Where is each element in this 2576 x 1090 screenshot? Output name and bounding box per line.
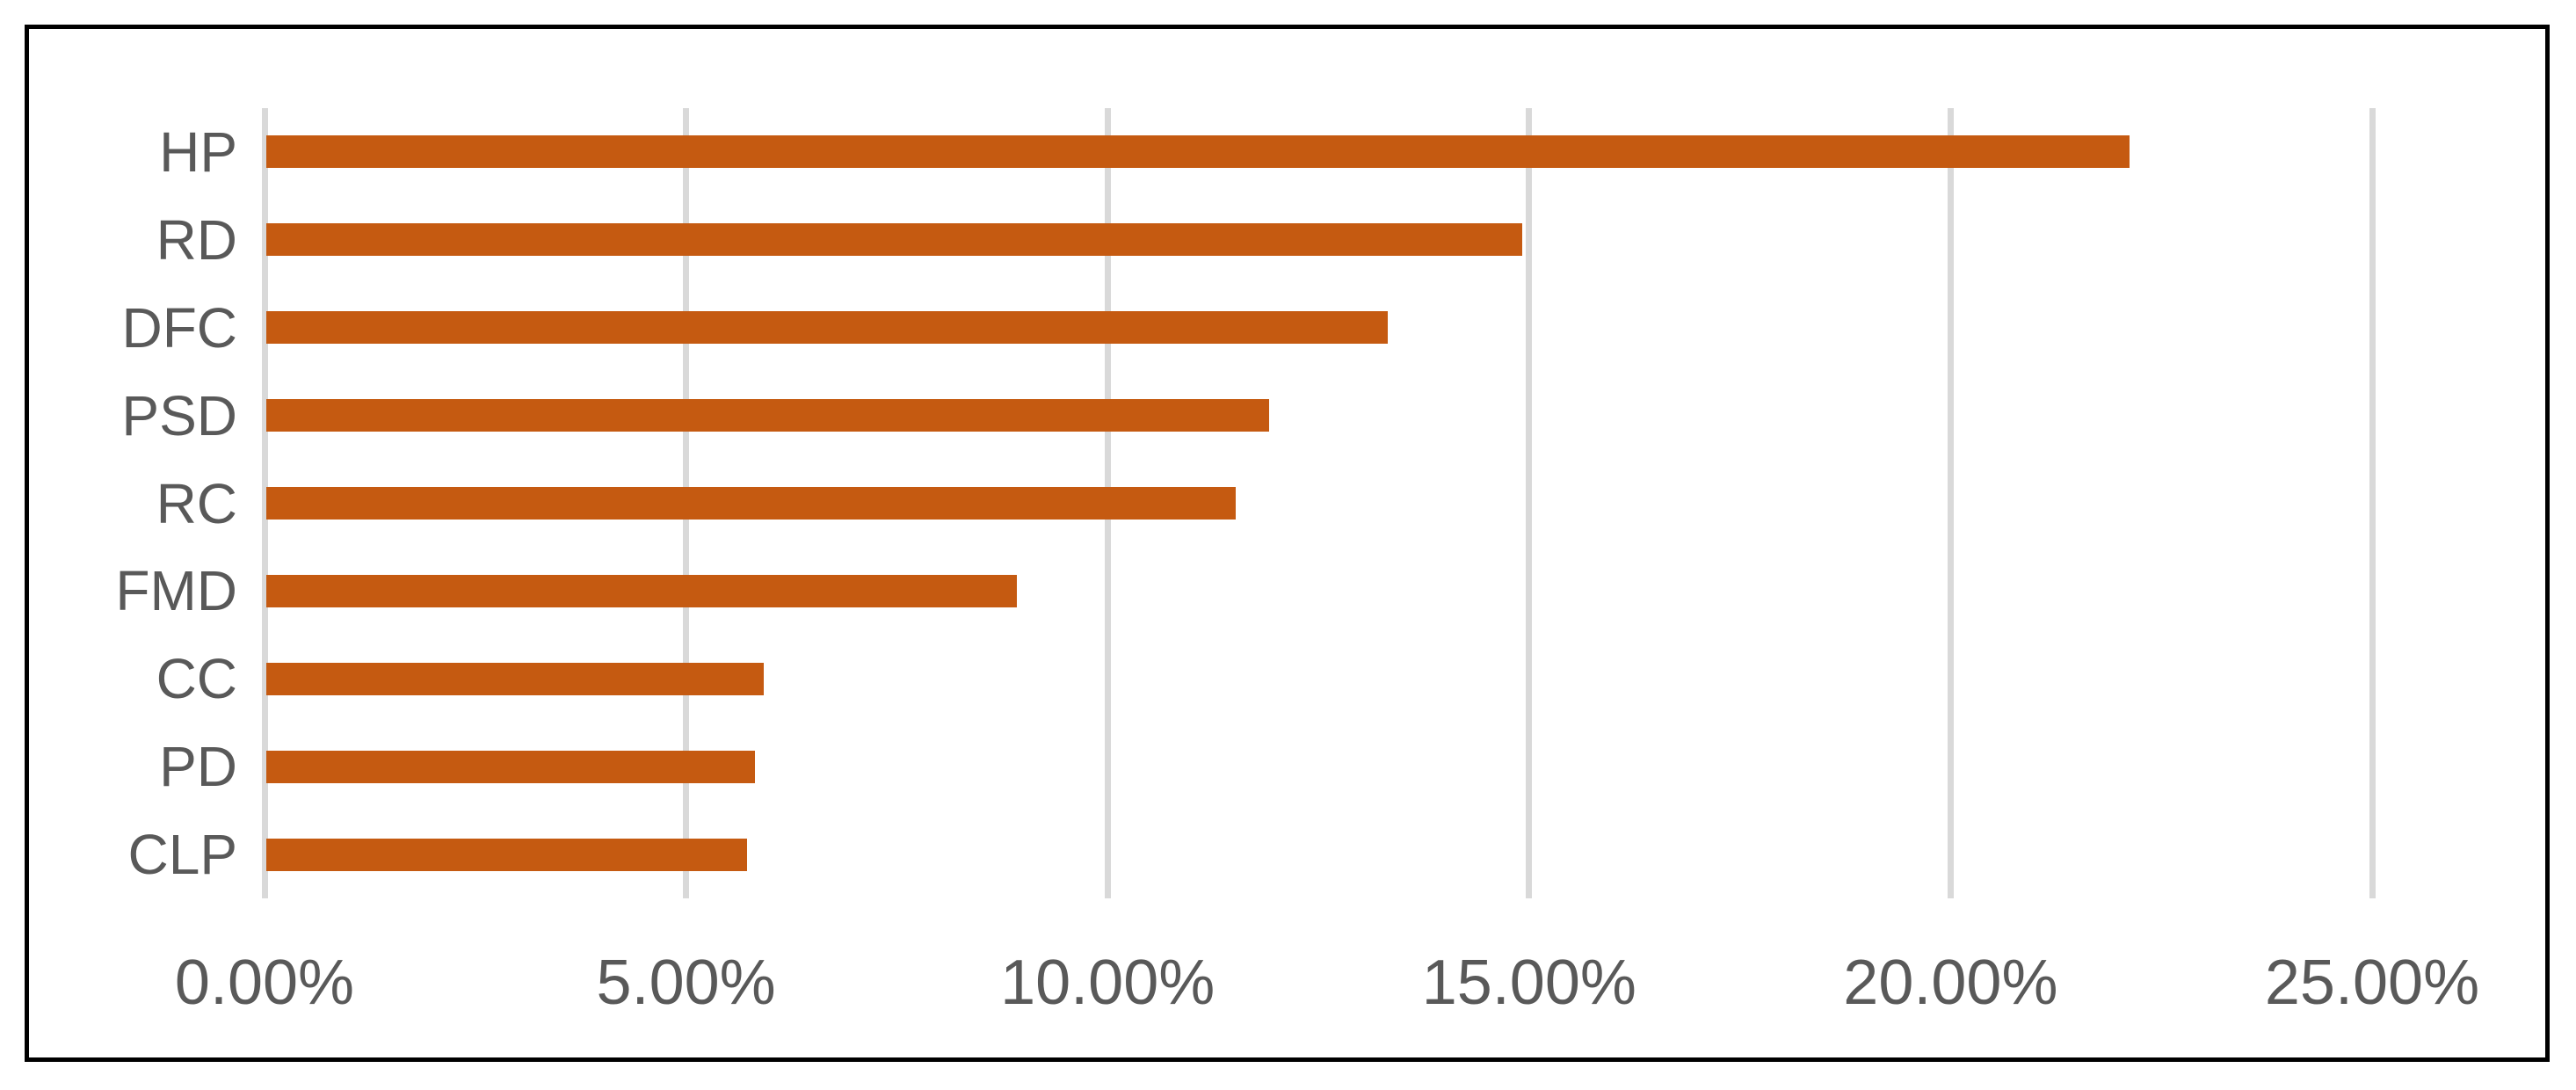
category-label-clp: CLP — [127, 823, 238, 887]
gridline — [1947, 108, 1954, 898]
category-label-pd: PD — [159, 735, 237, 799]
x-tick-label: 15.00% — [1421, 948, 1636, 1018]
x-tick-label: 20.00% — [1843, 948, 2058, 1018]
gridline — [261, 108, 268, 898]
bar-cc — [266, 662, 764, 695]
category-label-hp: HP — [159, 120, 237, 184]
category-label-rc: RC — [156, 471, 237, 535]
bar-hp — [266, 135, 2130, 169]
bar-rc — [266, 487, 1237, 520]
gridline — [2369, 108, 2376, 898]
bar-dfc — [266, 311, 1388, 345]
bar-clp — [266, 838, 747, 871]
bar-pd — [266, 750, 756, 783]
bar-rd — [266, 223, 1523, 257]
category-label-psd: PSD — [121, 383, 237, 447]
chart-frame: 0.00% 5.00% 10.00% 15.00% 20.00% 25.00% HP RD DF… — [25, 25, 2550, 1062]
x-tick-label: 25.00% — [2264, 948, 2480, 1018]
x-tick-label: 10.00% — [1000, 948, 1215, 1018]
category-label-rd: RD — [156, 207, 237, 272]
category-label-dfc: DFC — [121, 295, 237, 360]
bar-fmd — [266, 574, 1017, 607]
gridline — [1526, 108, 1533, 898]
x-tick-label: 0.00% — [174, 948, 355, 1018]
x-tick-label: 5.00% — [596, 948, 776, 1018]
category-label-cc: CC — [156, 647, 237, 711]
bar-psd — [266, 399, 1270, 432]
category-label-fmd: FMD — [115, 559, 237, 623]
